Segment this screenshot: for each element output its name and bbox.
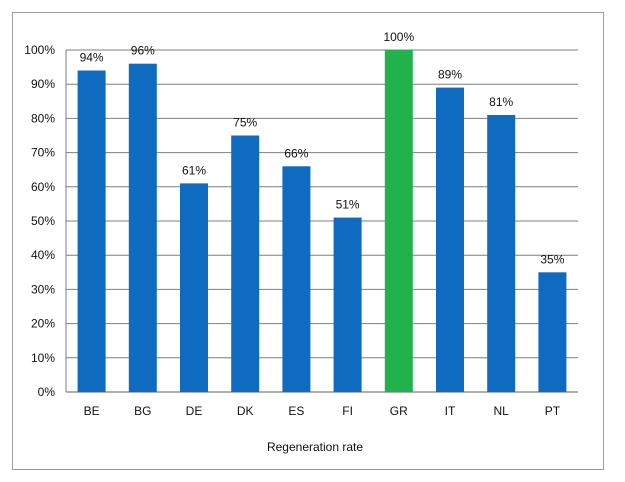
bar-pt (538, 272, 567, 392)
data-label-be: 94% (80, 51, 104, 65)
bar-de (180, 183, 208, 392)
data-label-it: 89% (438, 68, 462, 82)
data-label-pt: 35% (540, 252, 564, 266)
data-label-de: 61% (182, 163, 206, 177)
y-tick-label: 0% (38, 385, 56, 399)
data-label-nl: 81% (489, 95, 513, 109)
bar-nl (487, 114, 516, 392)
data-labels: 94% 96% 61% 75% 66% 51% 100% 89% 81% 35% (80, 30, 565, 266)
category-label-nl: NL (494, 404, 510, 418)
category-label-de: DE (186, 404, 203, 418)
data-label-dk: 75% (233, 116, 257, 130)
chart-frame (12, 12, 604, 470)
category-label-dk: DK (237, 404, 254, 418)
y-tick-label: 10% (31, 351, 55, 365)
x-axis-title: Regeneration rate (267, 440, 363, 454)
category-label-be: BE (84, 404, 100, 418)
data-label-fi: 51% (336, 198, 360, 212)
y-axis-ticks: 0% 10% 20% 30% 40% 50% 60% 70% 80% 90% 100% (24, 43, 55, 399)
y-tick-label: 90% (31, 77, 55, 91)
category-label-it: IT (445, 404, 456, 418)
data-label-bg: 96% (131, 44, 155, 58)
y-tick-label: 70% (31, 146, 55, 160)
y-tick-label: 20% (31, 317, 55, 331)
category-label-gr: GR (390, 404, 408, 418)
bar-es (282, 166, 311, 392)
data-label-gr: 100% (383, 30, 414, 44)
bar-bg (128, 63, 157, 393)
bar-fi (333, 217, 362, 392)
category-label-bg: BG (134, 404, 151, 418)
data-label-es: 66% (284, 146, 308, 160)
bar-dk (231, 135, 260, 392)
category-label-fi: FI (342, 404, 353, 418)
bars (77, 50, 567, 393)
y-tick-label: 100% (24, 43, 55, 57)
y-tick-label: 30% (31, 282, 55, 296)
y-tick-label: 40% (31, 248, 55, 262)
y-tick-label: 50% (31, 214, 55, 228)
category-label-es: ES (288, 404, 304, 418)
category-label-pt: PT (545, 404, 561, 418)
y-tick-label: 80% (31, 111, 55, 125)
bar-gr (384, 50, 413, 392)
y-tick-label: 60% (31, 180, 55, 194)
bar-be (77, 70, 106, 393)
bar-it (436, 87, 464, 393)
x-axis-categories: BE BG DE DK ES FI GR IT NL PT (84, 404, 561, 418)
